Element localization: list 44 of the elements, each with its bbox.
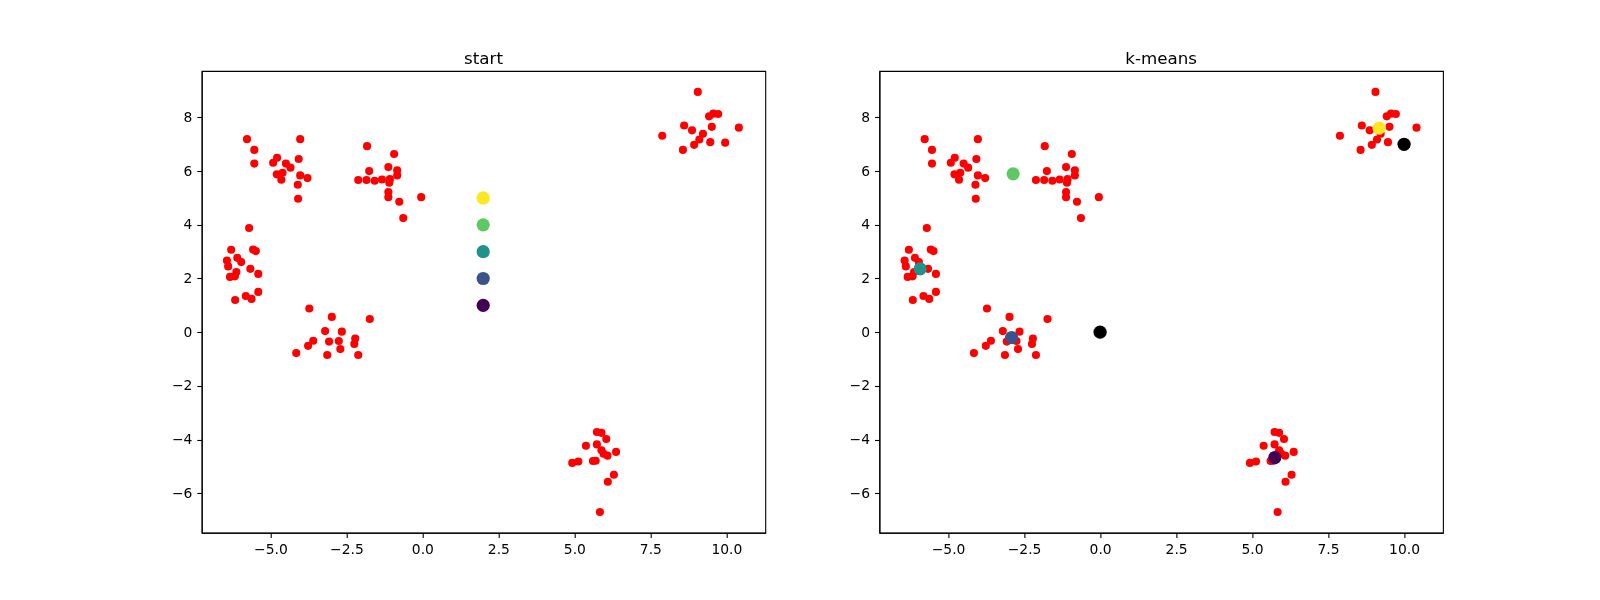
x-tick-label: 10.0 bbox=[711, 540, 743, 557]
point bbox=[1093, 325, 1107, 339]
x-tick-label: 2.5 bbox=[487, 540, 510, 557]
chart-title: k-means bbox=[1125, 49, 1198, 69]
x-tick-label: 5.0 bbox=[563, 540, 586, 557]
y-tick-label: 4 bbox=[183, 216, 193, 233]
y-tick-label: 8 bbox=[861, 108, 871, 125]
x-tick-label: 7.5 bbox=[639, 540, 662, 557]
y-tick-label: −6 bbox=[849, 484, 871, 501]
y-tick-label: 2 bbox=[183, 269, 193, 286]
point bbox=[1005, 330, 1019, 345]
y-tick-label: 6 bbox=[861, 162, 871, 179]
point bbox=[1372, 121, 1386, 135]
y-tick-label: −4 bbox=[849, 431, 871, 448]
x-tick-label: 10.0 bbox=[1389, 540, 1421, 557]
y-tick-label: −4 bbox=[171, 431, 193, 448]
y-tick-label: −2 bbox=[849, 377, 871, 394]
x-tick-label: 7.5 bbox=[1317, 540, 1340, 557]
point bbox=[476, 298, 490, 312]
y-tick-label: 0 bbox=[183, 323, 193, 340]
point bbox=[1268, 450, 1282, 465]
y-tick-label: 2 bbox=[861, 269, 871, 286]
point bbox=[913, 262, 927, 276]
x-tick-label: −2.5 bbox=[330, 540, 364, 557]
point bbox=[476, 191, 490, 205]
y-tick-label: 8 bbox=[183, 108, 193, 125]
y-tick-label: −6 bbox=[171, 484, 193, 501]
x-tick-label: −2.5 bbox=[1007, 540, 1042, 557]
x-tick-label: 5.0 bbox=[1241, 540, 1264, 557]
y-tick-label: −2 bbox=[171, 377, 193, 394]
point bbox=[476, 245, 490, 259]
point bbox=[476, 218, 490, 232]
chart-title: start bbox=[464, 49, 504, 69]
x-tick-label: 2.5 bbox=[1165, 540, 1188, 557]
x-tick-label: −5.0 bbox=[254, 540, 288, 557]
point bbox=[1397, 137, 1411, 151]
x-tick-label: −5.0 bbox=[931, 540, 966, 557]
x-tick-label: 0.0 bbox=[411, 540, 434, 557]
y-tick-label: 6 bbox=[183, 162, 193, 179]
y-tick-label: 4 bbox=[861, 216, 871, 233]
point bbox=[1006, 167, 1020, 181]
y-tick-label: 0 bbox=[861, 323, 871, 340]
x-tick-label: 0.0 bbox=[1089, 540, 1112, 557]
point bbox=[476, 271, 490, 286]
